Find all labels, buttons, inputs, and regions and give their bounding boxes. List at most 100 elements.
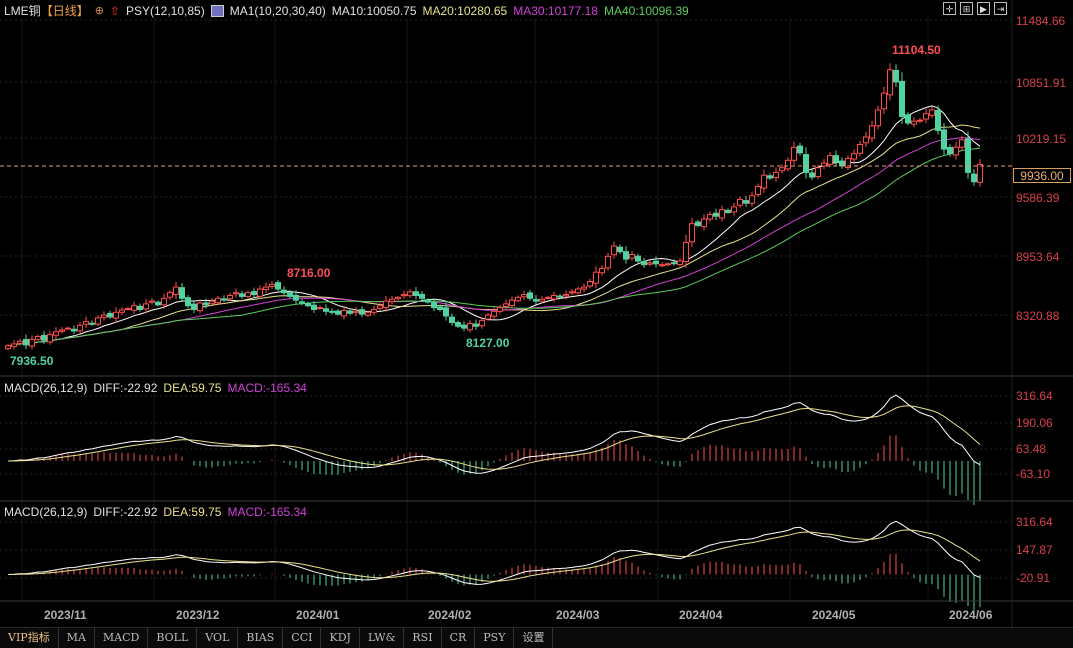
candle — [539, 296, 545, 304]
crosshair-icon[interactable]: ✛ — [943, 2, 956, 15]
candle-body — [563, 294, 569, 297]
candle-body — [785, 159, 791, 170]
candle — [887, 63, 893, 101]
candle — [569, 288, 575, 296]
kline-chart[interactable]: 11484.66 10851.91 10219.15 9586.39 8953.… — [0, 0, 1073, 627]
candle — [839, 157, 845, 169]
candle — [77, 322, 83, 334]
indicator-psy[interactable]: PSY(12,10,85) — [125, 3, 205, 18]
tab-kdj[interactable]: KDJ — [321, 628, 360, 648]
ma40-line — [7, 147, 981, 347]
candle — [863, 131, 869, 148]
end-icon[interactable]: ⇥ — [994, 2, 1007, 15]
candle — [221, 295, 227, 303]
candle — [287, 289, 293, 299]
candle-body — [407, 291, 413, 297]
tab-psy[interactable]: PSY — [475, 628, 515, 648]
crosshair-toggle-icon[interactable]: ⊕ — [94, 5, 104, 17]
tab-vol[interactable]: VOL — [197, 628, 239, 648]
macd-tick: -20.91 — [1016, 571, 1050, 585]
candle — [821, 159, 827, 170]
candle-body — [23, 339, 29, 346]
candle — [485, 312, 491, 321]
candle — [689, 217, 695, 247]
candle — [929, 106, 935, 119]
candle-body — [479, 320, 485, 327]
candle — [809, 169, 815, 180]
candle-body — [947, 146, 953, 155]
tab-macd[interactable]: MACD — [95, 628, 149, 648]
candle-body — [605, 255, 611, 269]
candle — [35, 334, 41, 341]
candle-body — [971, 173, 977, 183]
tab-ma[interactable]: MA — [59, 628, 95, 648]
date-tick: 2024/05 — [812, 608, 856, 622]
candle-body — [815, 167, 821, 178]
candle — [893, 64, 899, 88]
candle-body — [773, 171, 779, 178]
tab-vip[interactable]: VIP指标 — [0, 628, 59, 648]
candle-body — [233, 292, 239, 295]
candle — [965, 131, 971, 179]
candle — [131, 301, 137, 314]
candle-body — [101, 314, 107, 318]
current-price-label: 9936.00 — [1013, 168, 1071, 183]
candle-body — [695, 221, 701, 227]
candle — [947, 144, 953, 157]
candle-body — [929, 109, 935, 116]
candle — [299, 298, 305, 306]
candle-body — [251, 291, 257, 296]
candle — [5, 343, 11, 351]
candle-body — [575, 288, 581, 294]
candle — [479, 317, 485, 329]
candle — [119, 306, 125, 315]
candle-body — [617, 246, 623, 253]
candle — [263, 282, 269, 294]
candle-body — [761, 174, 767, 189]
dea-value: DEA:59.75 — [163, 381, 222, 395]
zoom-in-icon[interactable]: ⊞ — [960, 2, 973, 15]
price-tick: 9586.39 — [1016, 191, 1060, 205]
tab-bias[interactable]: BIAS — [238, 628, 284, 648]
candle-body — [533, 298, 539, 302]
period-selector[interactable]: 【日线】 — [40, 4, 89, 18]
play-icon[interactable]: ▶ — [977, 2, 990, 15]
candle — [935, 105, 941, 135]
ma20-value: MA20:10280.65 — [422, 3, 508, 18]
tab-rsi[interactable]: RSI — [404, 628, 442, 648]
candle — [179, 283, 185, 303]
candle-body — [821, 162, 827, 167]
candle — [161, 293, 167, 309]
tab-boll[interactable]: BOLL — [148, 628, 198, 648]
candle-body — [491, 310, 497, 317]
candle — [53, 327, 59, 340]
candle — [773, 167, 779, 182]
candle — [473, 319, 479, 331]
candle — [71, 325, 77, 335]
date-axis: 2023/11 2023/12 2024/01 2024/02 2024/03 … — [44, 608, 993, 622]
chart-header: LME铜 【日线】 ⊕ ⇧ PSY(12,10,85) MA1(10,20,30… — [4, 2, 689, 19]
candle — [857, 140, 863, 157]
macd-label[interactable]: MACD(26,12,9) — [4, 505, 88, 519]
tab-lw[interactable]: LW& — [360, 628, 405, 648]
date-tick: 2024/02 — [428, 608, 472, 622]
ma-group[interactable]: MA1(10,20,30,40) — [229, 3, 326, 18]
candle-body — [527, 292, 533, 299]
candle-body — [887, 69, 893, 96]
candle — [215, 296, 221, 305]
candle-body — [881, 92, 887, 110]
tab-settings[interactable]: 设置 — [514, 628, 554, 648]
candle-body — [209, 300, 215, 305]
candle-body — [431, 302, 437, 309]
candle — [833, 150, 839, 167]
macd-label[interactable]: MACD(26,12,9) — [4, 381, 88, 395]
tab-cci[interactable]: CCI — [283, 628, 322, 648]
candle-body — [179, 287, 185, 299]
candle — [347, 308, 353, 316]
candle — [545, 295, 551, 300]
candle — [779, 164, 785, 174]
candle-body — [581, 286, 587, 290]
candle — [389, 296, 395, 305]
candle — [275, 280, 281, 292]
tab-cr[interactable]: CR — [442, 628, 476, 648]
